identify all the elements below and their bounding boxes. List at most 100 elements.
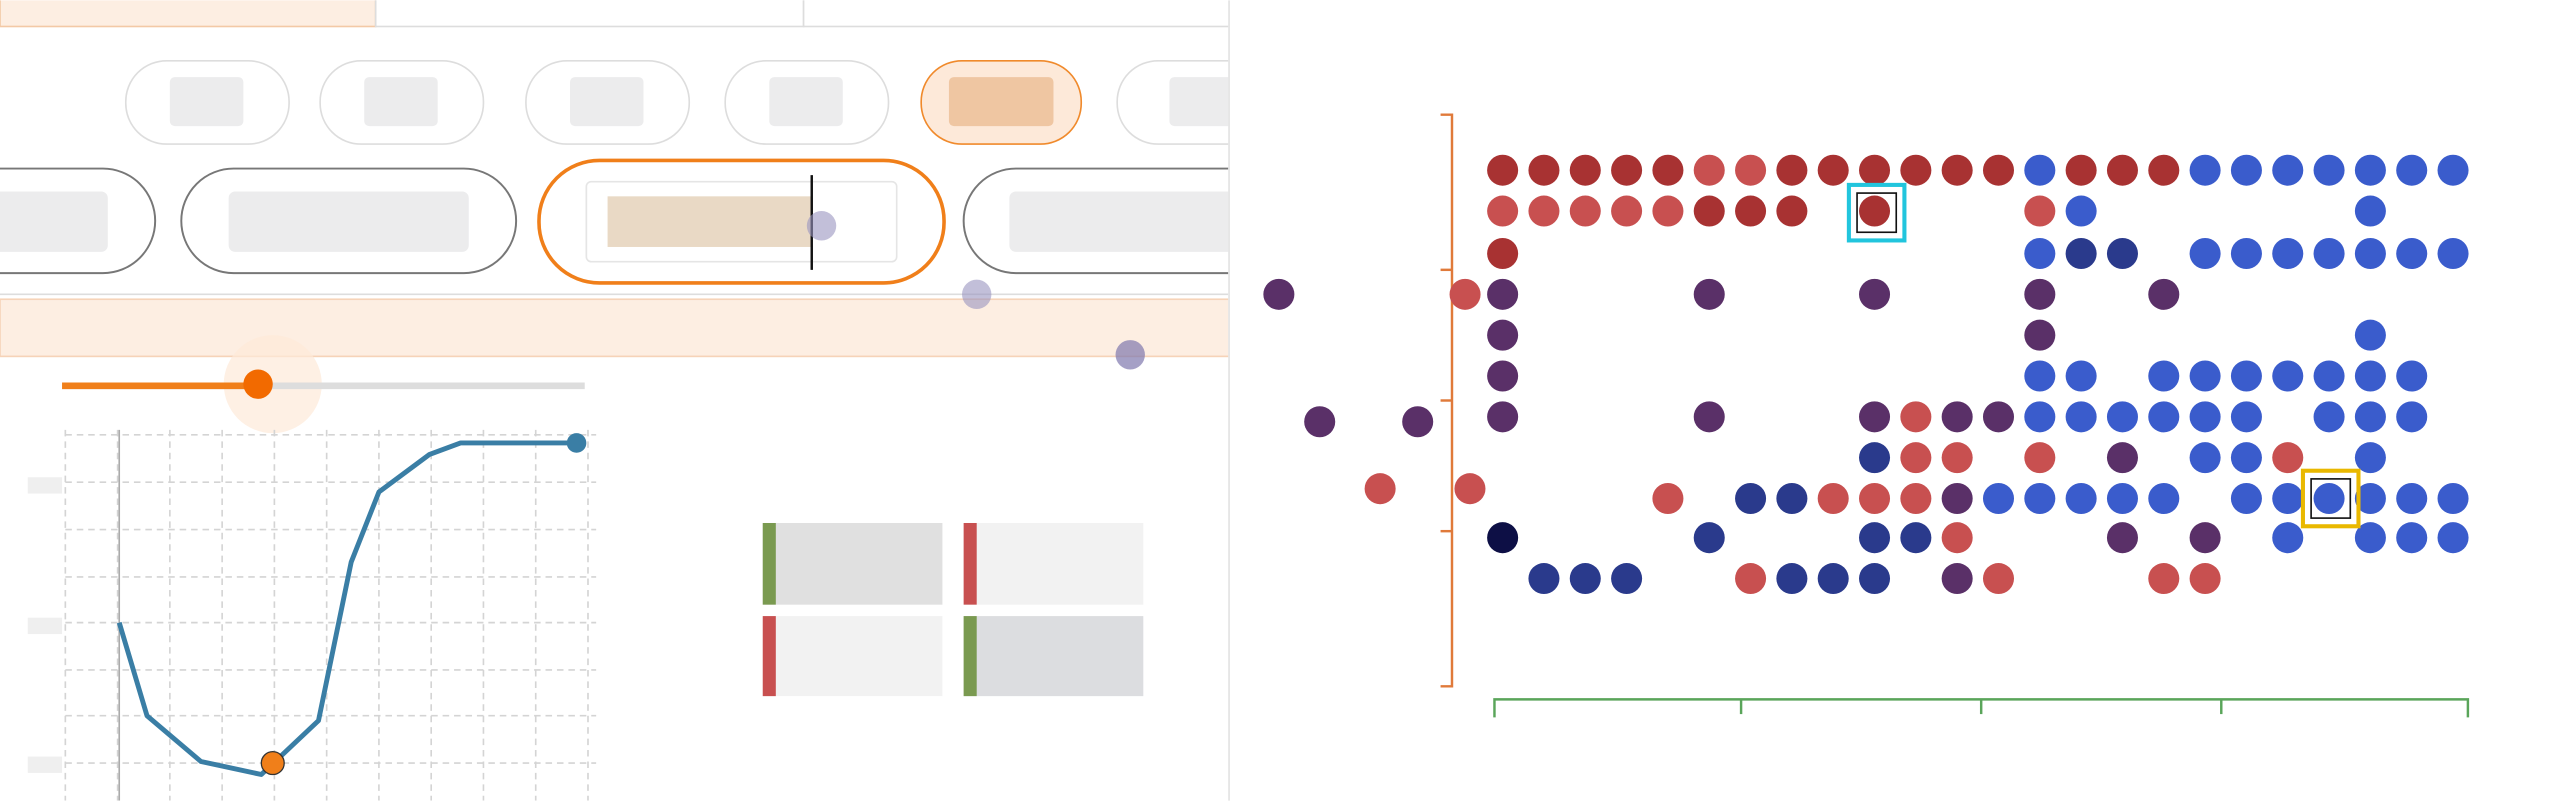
selection-box <box>1846 182 1907 243</box>
dot <box>2313 360 2345 392</box>
dot <box>2065 482 2097 515</box>
highlight-band <box>0 298 1229 358</box>
dot <box>2354 522 2386 554</box>
dot <box>1652 154 1684 186</box>
dot <box>2148 482 2180 515</box>
end-point <box>566 433 587 453</box>
outlier-dot <box>1263 278 1295 310</box>
dot <box>2189 442 2221 474</box>
card-stripe <box>963 522 977 605</box>
card[interactable] <box>963 616 1144 697</box>
outlier-dot <box>1402 406 1434 438</box>
dot <box>2106 522 2138 554</box>
dot <box>2396 237 2428 270</box>
dot <box>2230 154 2262 186</box>
dot <box>1611 154 1643 186</box>
dot <box>2189 154 2221 186</box>
dot <box>1735 154 1767 186</box>
dot <box>2313 154 2345 186</box>
dot <box>1941 442 1973 474</box>
dot <box>2354 237 2386 270</box>
dot <box>1693 278 1725 310</box>
dot <box>2437 522 2469 554</box>
input-row <box>0 158 1229 285</box>
dot <box>1859 522 1891 554</box>
tab[interactable] <box>0 0 377 28</box>
dot <box>2024 237 2056 270</box>
dot <box>2313 482 2345 515</box>
dot <box>1776 195 1808 227</box>
dot <box>1859 563 1891 595</box>
dot <box>1776 563 1808 595</box>
dot-field <box>1263 154 2469 595</box>
dot <box>2065 401 2097 433</box>
dot <box>1487 360 1519 392</box>
card[interactable] <box>963 522 1144 605</box>
chip-label-placeholder <box>570 77 644 127</box>
input-placeholder <box>1009 191 1229 252</box>
dot <box>2354 360 2386 392</box>
card-stripe <box>762 522 776 605</box>
dot <box>2106 442 2138 474</box>
dot <box>2354 401 2386 433</box>
dot <box>2024 360 2056 392</box>
dot <box>1817 482 1849 515</box>
dot <box>2148 154 2180 186</box>
dot <box>2024 482 2056 515</box>
dot <box>2396 522 2428 554</box>
dot <box>1859 482 1891 515</box>
dot <box>1900 442 1932 474</box>
dot <box>2024 442 2056 474</box>
dot <box>1735 563 1767 595</box>
dot <box>2148 563 2180 595</box>
dot <box>2189 522 2221 554</box>
dot <box>1569 154 1601 186</box>
dot <box>1528 563 1560 595</box>
floating-dot <box>962 279 992 310</box>
dot <box>2189 237 2221 270</box>
dot <box>2065 154 2097 186</box>
dot <box>2024 401 2056 433</box>
card-stripe <box>963 616 977 697</box>
dot <box>2065 360 2097 392</box>
dot <box>1859 278 1891 310</box>
label-placeholder <box>27 756 63 773</box>
dot <box>2313 401 2345 433</box>
slider[interactable] <box>62 335 585 434</box>
selection-box <box>2300 468 2361 529</box>
dot <box>2272 442 2304 474</box>
left-panel <box>0 0 1232 801</box>
dot <box>1941 563 1973 595</box>
dot <box>2065 237 2097 270</box>
dot <box>1652 482 1684 515</box>
dot <box>2396 360 2428 392</box>
dot <box>2148 278 2180 310</box>
chip-label-placeholder <box>169 77 244 127</box>
card[interactable] <box>762 522 943 605</box>
dot <box>2272 522 2304 554</box>
card-stripe <box>762 616 776 697</box>
dot <box>1487 237 1519 270</box>
dot <box>1487 522 1519 554</box>
hover-point[interactable] <box>260 751 285 776</box>
tab[interactable] <box>802 0 1232 28</box>
trend-line <box>116 440 577 777</box>
dot <box>1941 482 1973 515</box>
input-placeholder <box>228 191 469 252</box>
dot <box>2354 154 2386 186</box>
tab[interactable] <box>374 0 805 28</box>
slider-knob[interactable] <box>243 369 273 399</box>
dot <box>1859 401 1891 433</box>
dot <box>1776 154 1808 186</box>
card[interactable] <box>762 616 943 697</box>
dot <box>2106 237 2138 270</box>
dot <box>1569 563 1601 595</box>
dot <box>2230 401 2262 433</box>
dot <box>1859 195 1891 227</box>
floating-dot <box>806 211 837 241</box>
outlier-dot <box>1304 406 1336 438</box>
dot <box>2272 237 2304 270</box>
dot <box>1693 401 1725 433</box>
dot <box>1611 563 1643 595</box>
